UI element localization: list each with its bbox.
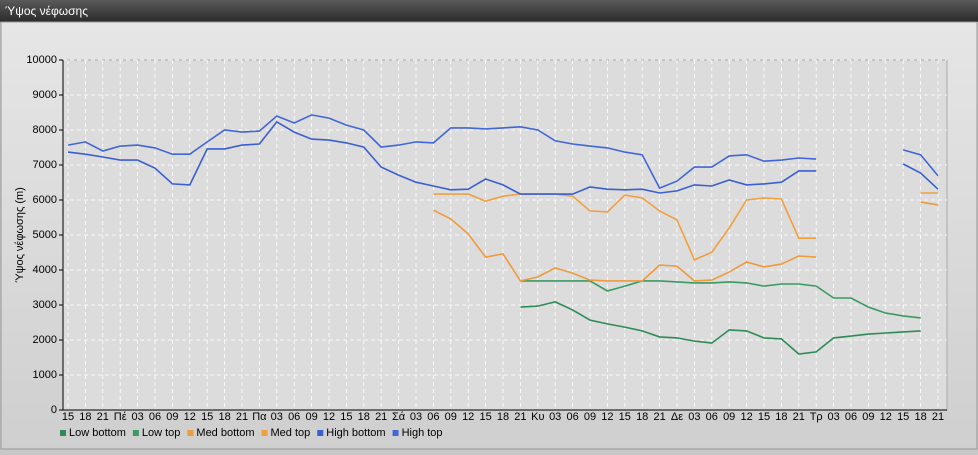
x-tick-label: 06 (845, 411, 857, 423)
legend-label: Med bottom (196, 427, 254, 439)
series-line (520, 280, 921, 319)
y-tick-label: 8000 (33, 124, 57, 136)
y-tick-label: 6000 (33, 194, 57, 206)
x-tick-label: 18 (79, 411, 91, 423)
legend-swatch (392, 430, 399, 436)
x-tick-label: 03 (827, 411, 839, 423)
x-tick-label: Πέ (114, 411, 127, 423)
x-tick-label: Σά (392, 411, 406, 423)
x-tick-label: 18 (497, 411, 509, 423)
x-tick-label: 15 (340, 411, 352, 423)
x-tick-label: 15 (62, 411, 74, 423)
x-tick-label: 15 (479, 411, 491, 423)
series-line (67, 120, 939, 195)
y-tick-label: 7000 (33, 159, 57, 171)
y-tick-label: 1000 (33, 369, 57, 381)
x-tick-label: Τρ (810, 411, 823, 423)
title-bar (0, 0, 978, 22)
x-tick-label: 21 (653, 411, 665, 423)
legend-label: High bottom (326, 427, 385, 439)
x-tick-label: 09 (445, 411, 457, 423)
y-tick-label: 0 (51, 404, 57, 416)
window-title: Ύψος νέφωσης (5, 4, 88, 18)
x-tick-label: 18 (218, 411, 230, 423)
x-tick-label: 12 (880, 411, 892, 423)
series-line (520, 301, 921, 355)
y-tick-label: 9000 (33, 89, 57, 101)
x-tick-label: 21 (793, 411, 805, 423)
x-tick-label: 15 (201, 411, 213, 423)
x-tick-label: 21 (375, 411, 387, 423)
legend-label: Low bottom (69, 427, 126, 439)
x-tick-label: 15 (758, 411, 770, 423)
legend-label: Low top (142, 427, 181, 439)
plot: 0 1000 2000 3000 4000 5000 6000 7000 8000 9000 100… (26, 54, 947, 439)
legend-swatch (60, 430, 66, 436)
x-tick-label: 21 (236, 411, 248, 423)
x-tick-label: 12 (601, 411, 613, 423)
x-tick-label: 21 (932, 411, 944, 423)
x-tick-label: 12 (462, 411, 474, 423)
x-tick-label: 21 (514, 411, 526, 423)
x-tick-label: 12 (184, 411, 196, 423)
legend-swatch (261, 430, 268, 436)
legend-swatch (187, 430, 194, 436)
y-axis-label: Ύψος νέφωσης (m) (14, 187, 26, 283)
x-tick-label: 06 (566, 411, 578, 423)
x-tick-label: 09 (723, 411, 735, 423)
x-tick-label: 09 (862, 411, 874, 423)
x-tick-label: 06 (706, 411, 718, 423)
x-tick-label: 12 (740, 411, 752, 423)
legend-label: High top (402, 427, 443, 439)
x-tick-label: 18 (358, 411, 370, 423)
x-tick-label: 18 (914, 411, 926, 423)
x-tick-label: Κυ (531, 411, 544, 423)
x-tick-label: 09 (166, 411, 178, 423)
series-line (433, 201, 939, 282)
x-tick-label: 18 (636, 411, 648, 423)
x-tick-label: 15 (897, 411, 909, 423)
x-tick-label: 21 (97, 411, 109, 423)
x-tick-label: 12 (323, 411, 335, 423)
x-tick-label: 03 (410, 411, 422, 423)
legend-swatch (317, 430, 324, 436)
y-tick-label: 5000 (33, 229, 57, 241)
x-tick-label: 03 (549, 411, 561, 423)
x-tick-label: 03 (271, 411, 283, 423)
x-tick-label: 09 (305, 411, 317, 423)
y-tick-label: 2000 (33, 334, 57, 346)
y-tick-label: 3000 (33, 299, 57, 311)
x-tick-label: 06 (427, 411, 439, 423)
x-tick-label: 06 (149, 411, 161, 423)
x-tick-label: 18 (775, 411, 787, 423)
x-tick-label: Δε (671, 411, 683, 423)
legend-label: Med top (271, 427, 311, 439)
y-tick-label: 10000 (26, 54, 57, 66)
x-tick-label: 15 (619, 411, 631, 423)
y-tick-label: 4000 (33, 264, 57, 276)
x-tick-label: 03 (131, 411, 143, 423)
legend-swatch (132, 430, 139, 436)
series-line (67, 114, 939, 190)
x-tick-label: 09 (584, 411, 596, 423)
x-tick-label: 06 (288, 411, 300, 423)
x-tick-label: Πα (252, 411, 267, 423)
series-line (433, 192, 938, 261)
x-tick-label: 03 (688, 411, 700, 423)
